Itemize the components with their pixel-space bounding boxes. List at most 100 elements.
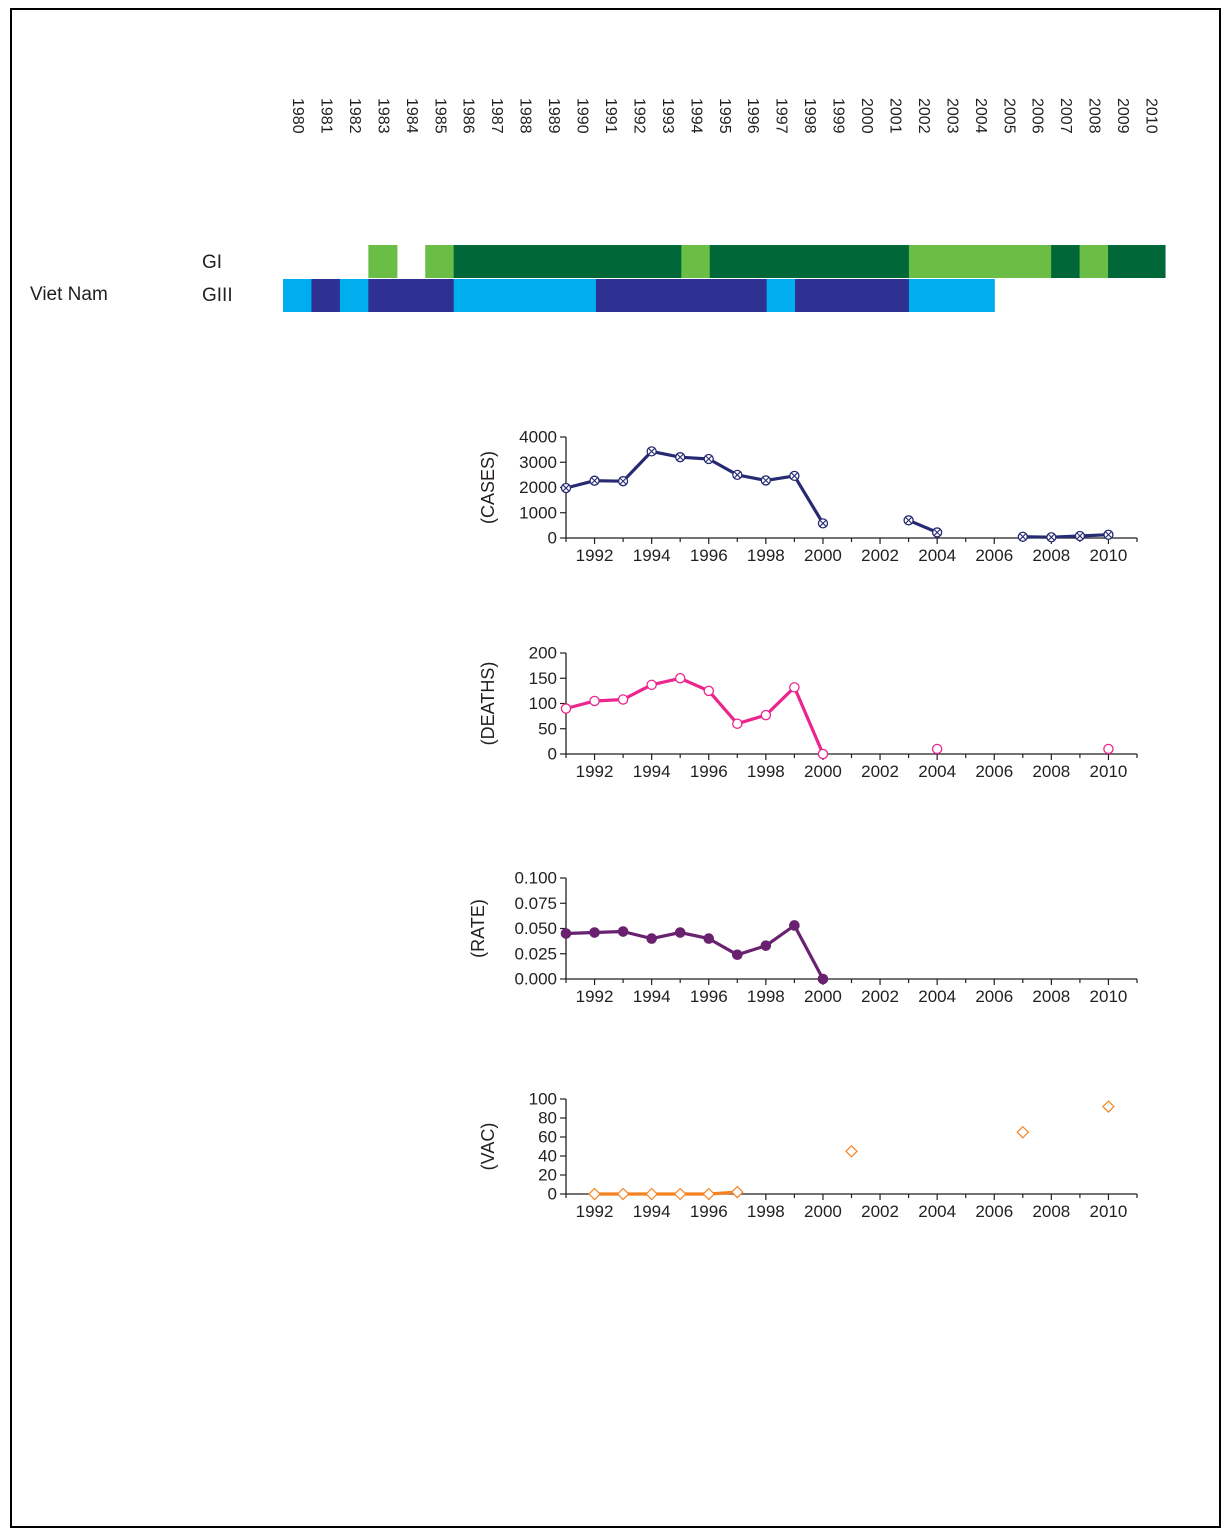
cases-y-axis-label: (CASES) [478, 451, 498, 524]
rate-panel: 0.000 0.025 0.050 0.075 0.100 1992 1994 1996 199… [468, 869, 1138, 1006]
cases-point-1999 [789, 470, 800, 482]
deaths-y-tick-label: 100 [529, 694, 557, 713]
cases-point-2004-cross-b [933, 528, 941, 537]
rate-series-line-0 [565, 923, 825, 980]
vac-y-tick-label: 80 [538, 1109, 557, 1128]
year-label-2004: 2004 [972, 98, 989, 134]
cases-point-2000-cross-b [819, 519, 827, 527]
heatmap-cell-giii-2000 [852, 279, 882, 312]
cases-series-line-2 [1022, 533, 1109, 539]
deaths-y-tick-label: 0 [548, 745, 557, 764]
cases-point-1998 [760, 475, 771, 486]
rate-point-2000 [817, 973, 829, 985]
cases-point-1996 [703, 453, 714, 465]
year-label-2008: 2008 [1086, 98, 1103, 134]
heatmap-cell-giii-1998 [795, 279, 825, 312]
vac-point-1996 [702, 1187, 716, 1201]
vac-y-tick-label: 60 [538, 1128, 557, 1147]
deaths-y-tick-label: 150 [529, 669, 557, 688]
year-label-2010: 2010 [1142, 98, 1159, 134]
rate-x-tick-label: 1992 [576, 987, 614, 1006]
vac-x-tick-label: 1998 [747, 1202, 785, 1221]
year-label-2001: 2001 [886, 98, 903, 134]
heatmap-cell-gi-1985 [425, 245, 455, 278]
year-label-1987: 1987 [488, 98, 505, 134]
rate-y-axis-label: (RATE) [468, 899, 488, 958]
heatmap-cell-gi-2007 [1051, 245, 1081, 278]
year-label-1988: 1988 [517, 98, 534, 134]
cases-point-1994 [646, 446, 657, 457]
cases-y-tick-label: 3000 [519, 453, 557, 472]
deaths-y-tick-label: 200 [529, 644, 557, 663]
heatmap-cell-giii-1995 [709, 279, 739, 312]
heatmap-cell-gi-1983 [368, 245, 398, 278]
deaths-y-tick-label: 50 [538, 719, 557, 738]
cases-point-1998-cross-b [762, 476, 770, 485]
year-label-2006: 2006 [1029, 98, 1046, 134]
year-label-1981: 1981 [317, 98, 334, 134]
vac-point-2007 [1016, 1125, 1030, 1139]
rate-y-tick-label: 0.050 [514, 919, 557, 938]
cases-point-2010-cross-b [1104, 531, 1113, 539]
deaths-point-1994 [646, 679, 657, 691]
cases-point-1992-cross-b [590, 477, 599, 485]
year-label-1991: 1991 [602, 98, 619, 134]
rate-point-1996 [703, 933, 715, 944]
heatmap-cell-gi-2001 [880, 245, 910, 278]
cases-x-tick-label: 2008 [1032, 546, 1070, 565]
year-label-1980: 1980 [289, 98, 306, 134]
cases-point-1991 [560, 482, 572, 494]
year-label-1995: 1995 [716, 98, 733, 134]
vac-y-tick-label: 0 [548, 1185, 557, 1204]
deaths-x-tick-label: 1996 [690, 762, 728, 781]
heatmap-cell-giii-1992 [624, 279, 654, 312]
rate-x-tick-label: 1994 [633, 987, 671, 1006]
cases-point-1995 [675, 452, 686, 463]
cases-x-tick-label: 2004 [918, 546, 956, 565]
deaths-point-1999 [789, 682, 800, 693]
cases-point-1995-cross-b [676, 453, 684, 461]
cases-panel: 0 1000 2000 3000 4000 1992 1994 1996 1998 2000 200… [478, 428, 1138, 565]
vac-point-1997 [730, 1185, 744, 1199]
heatmap-cell-giii-1988 [510, 279, 540, 312]
year-label-2005: 2005 [1000, 98, 1017, 134]
heatmap-cell-giii-2002 [908, 279, 938, 312]
vac-x-tick-label: 1996 [690, 1202, 728, 1221]
deaths-point-2000 [817, 748, 829, 760]
year-label-1985: 1985 [431, 98, 448, 134]
rate-x-tick-label: 2008 [1032, 987, 1070, 1006]
rate-point-1994 [646, 933, 657, 944]
heatmap-cell-gi-1996 [738, 245, 768, 278]
rate-point-1997 [732, 949, 743, 961]
rate-x-tick-label: 2006 [975, 987, 1013, 1006]
heatmap-cell-gi-1993 [652, 245, 682, 278]
year-label-1994: 1994 [687, 98, 704, 134]
heatmap-cell-gi-1997 [766, 245, 796, 278]
year-label-2009: 2009 [1114, 98, 1131, 134]
cases-x-tick-label: 2010 [1090, 546, 1128, 565]
deaths-point-1997 [732, 718, 743, 729]
rate-y-tick-label: 0.075 [514, 894, 557, 913]
heatmap-cell-giii-2004 [965, 279, 995, 312]
year-label-1990: 1990 [573, 98, 590, 134]
deaths-x-tick-label: 2000 [804, 762, 842, 781]
vac-x-tick-label: 2000 [804, 1202, 842, 1221]
heatmap-cell-giii-1996 [738, 279, 768, 312]
cases-point-1992 [589, 475, 600, 486]
year-label-1998: 1998 [801, 98, 818, 134]
year-label-2003: 2003 [943, 98, 960, 134]
vac-point-1993 [616, 1187, 630, 1201]
deaths-x-tick-label: 2008 [1032, 762, 1070, 781]
heatmap-cell-gi-2008 [1079, 245, 1109, 278]
deaths-point-1991 [560, 703, 572, 714]
cases-point-1997 [732, 469, 743, 481]
cases-x-tick-label: 2000 [804, 546, 842, 565]
heatmap-cell-gi-2006 [1022, 245, 1052, 278]
cases-point-2000 [817, 518, 829, 529]
vac-point-2001 [845, 1144, 858, 1158]
cases-point-1997-cross-b [733, 471, 741, 479]
vac-x-tick-label: 2010 [1090, 1202, 1128, 1221]
year-label-1982: 1982 [346, 98, 363, 134]
